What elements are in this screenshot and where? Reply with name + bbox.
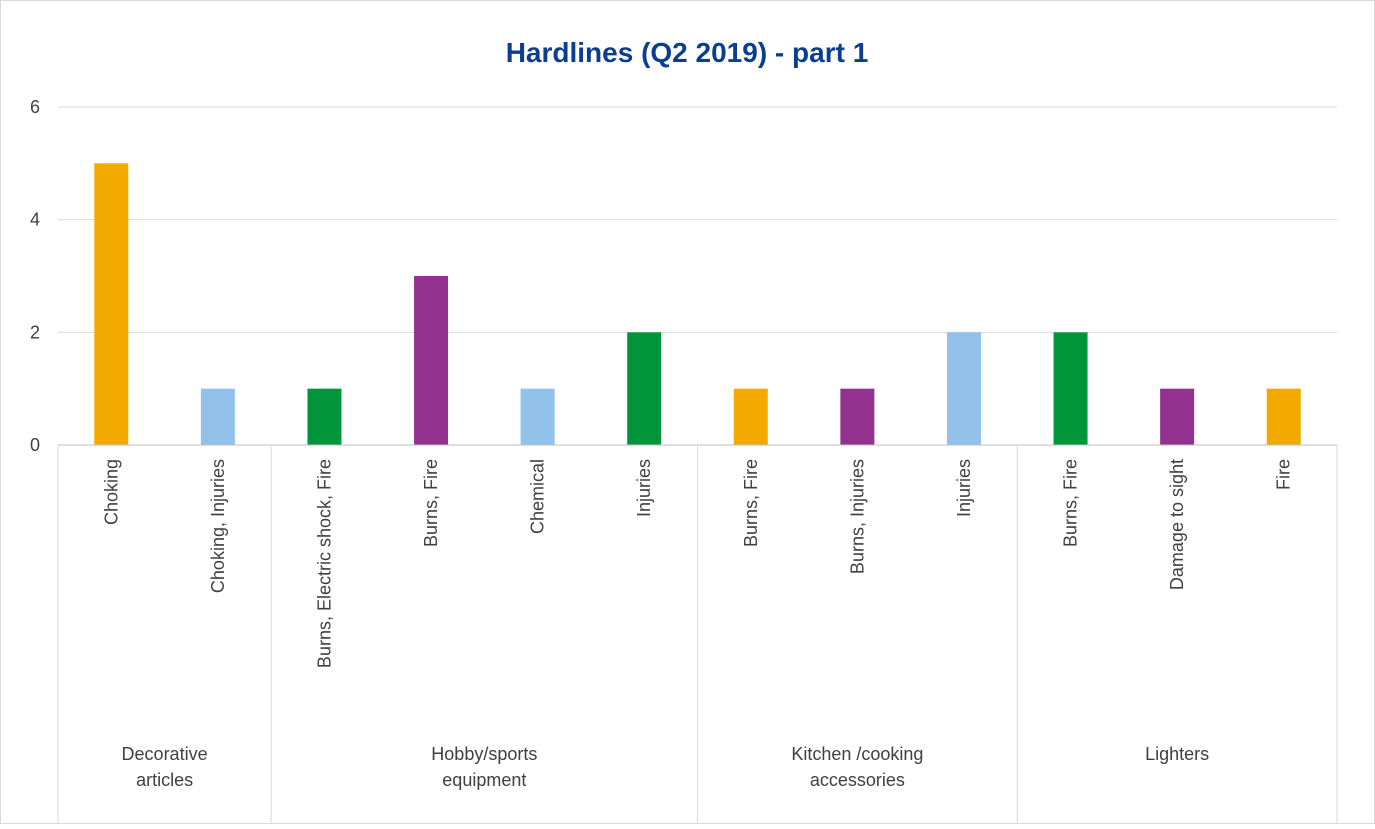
group-label-line: equipment [442, 770, 526, 790]
bar [94, 163, 129, 446]
bar [946, 332, 981, 445]
bar [1160, 388, 1195, 445]
group-label-line: articles [136, 770, 193, 790]
x-tick-label: Injuries [954, 459, 974, 517]
bar [200, 388, 235, 445]
group-labels: Decorative articles Hobby/sports equipment K… [122, 744, 1210, 790]
group-label: Kitchen /cooking accessories [791, 744, 923, 790]
group-label-line: Hobby/sports [431, 744, 537, 764]
chart-title: Hardlines (Q2 2019) - part 1 [506, 37, 869, 68]
x-tick-label: Fire [1274, 459, 1294, 490]
group-label: Lighters [1145, 744, 1209, 764]
bar [733, 388, 768, 445]
bar [1266, 388, 1301, 445]
x-tick-label: Burns, Electric shock, Fire [314, 459, 334, 668]
group-label-line: accessories [810, 770, 905, 790]
bar [307, 388, 342, 445]
x-tick-label: Choking, Injuries [208, 459, 228, 593]
y-tick-label: 0 [30, 435, 40, 455]
y-tick-label: 4 [30, 210, 40, 230]
bar [414, 276, 449, 445]
bar [627, 332, 662, 445]
x-tick-label: Burns, Fire [1061, 459, 1081, 547]
x-axis [57, 444, 1338, 824]
y-tick-label: 2 [30, 322, 40, 342]
group-label-line: Decorative [122, 744, 208, 764]
x-tick-label: Burns, Injuries [847, 459, 867, 574]
x-tick-labels: Choking Choking, Injuries Burns, Electric … [101, 459, 1293, 668]
bar [520, 388, 555, 445]
x-tick-label: Burns, Fire [421, 459, 441, 547]
x-tick-label: Damage to sight [1167, 459, 1187, 590]
group-label: Decorative articles [122, 744, 208, 790]
x-tick-label: Chemical [528, 459, 548, 534]
group-label-line: Lighters [1145, 744, 1209, 764]
x-tick-label: Choking [101, 459, 121, 525]
group-label-line: Kitchen /cooking [791, 744, 923, 764]
bar [1053, 332, 1088, 445]
x-tick-label: Burns, Fire [741, 459, 761, 547]
bar [840, 388, 875, 445]
group-label: Hobby/sports equipment [431, 744, 537, 790]
y-axis-ticks: 0 2 4 6 [30, 97, 40, 455]
gridlines [58, 106, 1337, 333]
y-tick-label: 6 [30, 97, 40, 117]
bars [94, 163, 1301, 446]
x-tick-label: Injuries [634, 459, 654, 517]
